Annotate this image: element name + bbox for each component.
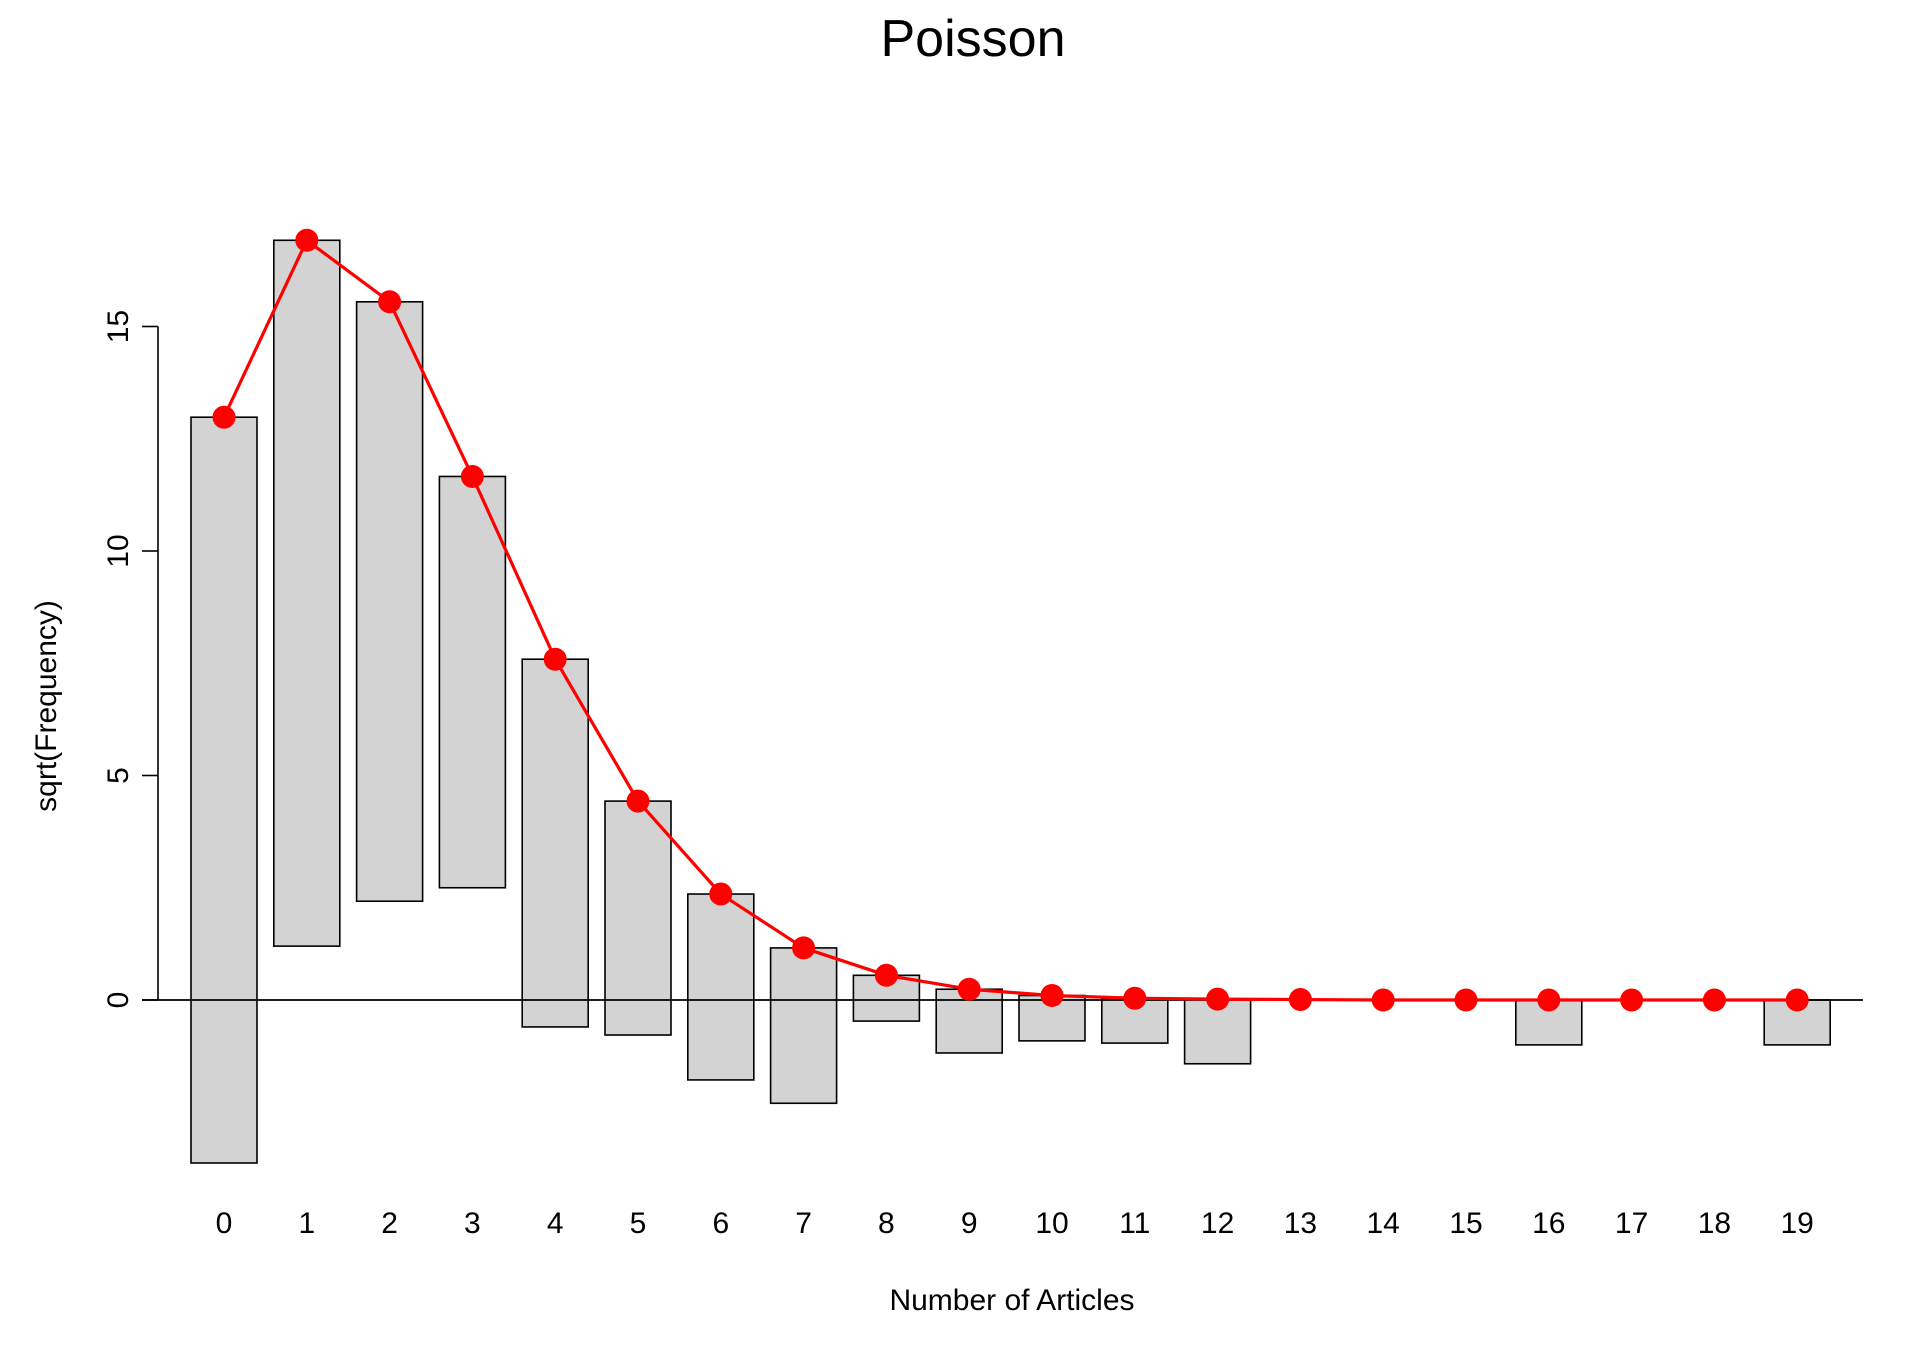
- y-axis: 0 5 10 15: [102, 310, 159, 1009]
- x-axis-ticks: 0 1 2 3 4 5 6 7 8 9 10 11 12 13 14 15 16 17 18 19: [216, 1207, 1814, 1240]
- fitted-point-16: [1537, 988, 1561, 1012]
- x-tick-label-19: 19: [1781, 1207, 1814, 1240]
- fitted-point-14: [1371, 988, 1395, 1012]
- fitted-line-layer: [222, 238, 1798, 1002]
- x-tick-label-4: 4: [547, 1207, 564, 1240]
- x-tick-label-14: 14: [1367, 1207, 1400, 1240]
- x-tick-label-7: 7: [795, 1207, 812, 1240]
- y-tick-label-0: 0: [102, 992, 135, 1009]
- fitted-point-9: [957, 977, 981, 1001]
- fitted-point-6: [709, 882, 733, 906]
- x-tick-label-9: 9: [961, 1207, 978, 1240]
- fitted-point-11: [1123, 986, 1147, 1010]
- x-tick-label-8: 8: [878, 1207, 895, 1240]
- fitted-point-18: [1702, 988, 1726, 1012]
- x-tick-label-17: 17: [1615, 1207, 1648, 1240]
- x-tick-label-2: 2: [381, 1207, 398, 1240]
- x-tick-label-6: 6: [712, 1207, 729, 1240]
- y-axis-label: sqrt(Frequency): [30, 600, 63, 812]
- fitted-point-1: [295, 228, 319, 252]
- fitted-point-13: [1288, 988, 1312, 1012]
- fitted-point-7: [792, 936, 816, 960]
- x-tick-label-5: 5: [630, 1207, 647, 1240]
- x-tick-label-1: 1: [298, 1207, 315, 1240]
- fitted-point-19: [1785, 988, 1809, 1012]
- x-tick-label-13: 13: [1284, 1207, 1317, 1240]
- bar-3: [438, 475, 507, 889]
- fitted-point-17: [1620, 988, 1644, 1012]
- x-tick-label-3: 3: [464, 1207, 481, 1240]
- bar-10: [1018, 994, 1086, 1042]
- bar-4: [521, 658, 590, 1028]
- chart-title: Poisson: [881, 10, 1066, 68]
- x-axis-label: Number of Articles: [889, 1284, 1134, 1317]
- y-tick-label-5: 5: [102, 767, 135, 784]
- x-tick-label-10: 10: [1035, 1207, 1068, 1240]
- x-tick-label-0: 0: [216, 1207, 233, 1240]
- bar-7: [769, 947, 838, 1105]
- bar-2: [355, 300, 424, 903]
- y-tick-label-15: 15: [102, 310, 135, 343]
- fitted-point-10: [1040, 984, 1064, 1008]
- fitted-point-4: [543, 647, 567, 671]
- fitted-line: [222, 238, 1798, 1002]
- x-tick-label-15: 15: [1449, 1207, 1482, 1240]
- x-tick-label-12: 12: [1201, 1207, 1234, 1240]
- fitted-point-12: [1206, 987, 1230, 1011]
- fitted-point-15: [1454, 988, 1478, 1012]
- bar-1: [272, 239, 341, 947]
- fitted-point-2: [378, 290, 402, 314]
- bars-layer: [190, 239, 1831, 1164]
- y-tick-label-10: 10: [102, 534, 135, 567]
- fitted-point-5: [626, 789, 650, 813]
- x-tick-label-18: 18: [1698, 1207, 1731, 1240]
- bar-0: [190, 416, 258, 1164]
- fitted-points-layer: [212, 228, 1809, 1012]
- x-tick-label-11: 11: [1119, 1207, 1150, 1240]
- x-tick-label-16: 16: [1532, 1207, 1565, 1240]
- bar-6: [686, 893, 755, 1081]
- bar-5: [604, 800, 672, 1036]
- fitted-point-8: [874, 963, 898, 987]
- bar-11: [1101, 997, 1169, 1044]
- fitted-point-3: [460, 464, 484, 488]
- fitted-point-0: [212, 405, 236, 429]
